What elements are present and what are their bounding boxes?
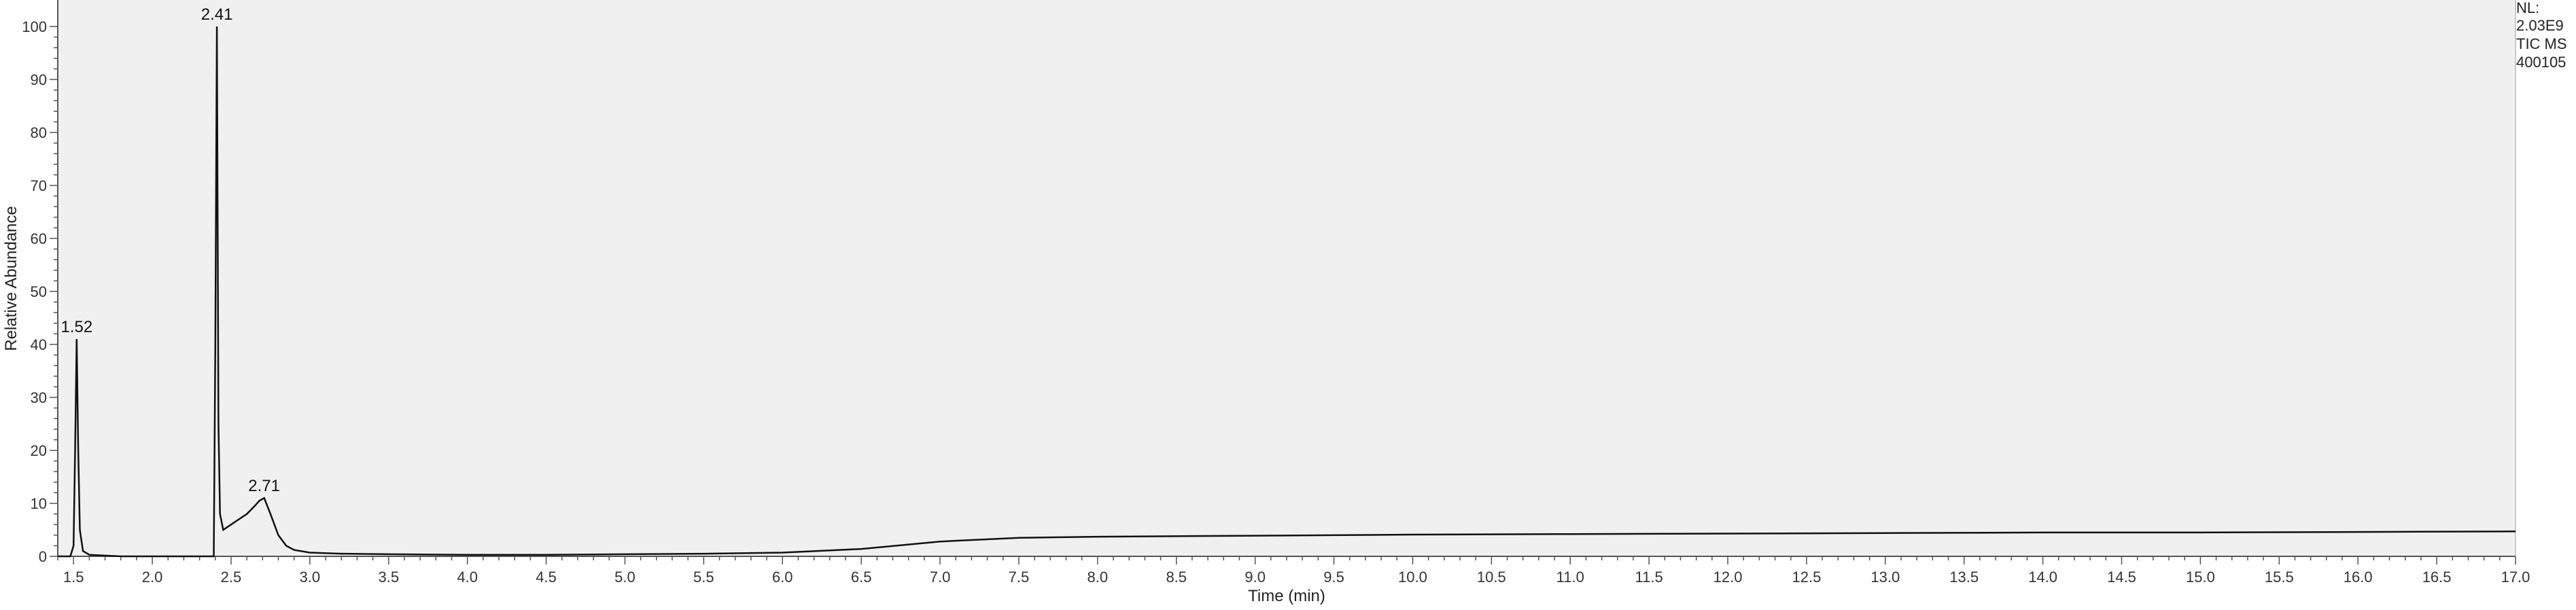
x-axis: 1.5 2.0 2.5 3.0 3.5 4.0 4.5 5.0 5.5 6.0 6.5 7.0 7.5 8…	[57, 556, 2530, 586]
y-tick-label: 40	[31, 336, 47, 353]
peak-label: 2.41	[201, 5, 233, 24]
x-tick-label: 11.0	[1556, 569, 1584, 586]
y-tick-label: 10	[31, 495, 47, 512]
x-tick-label: 13.0	[1870, 569, 1900, 586]
x-tick-label: 9.0	[1245, 569, 1266, 586]
x-tick-label: 7.0	[930, 569, 951, 586]
tic-trace-line	[58, 26, 2516, 558]
x-tick-label: 8.5	[1166, 569, 1187, 586]
y-tick-label: 70	[31, 177, 47, 194]
x-tick-label: 10.0	[1398, 569, 1427, 586]
peak-labels: 1.52 2.41 2.71	[60, 5, 280, 495]
x-tick-label: 4.0	[457, 569, 478, 586]
x-tick-label: 1.5	[63, 569, 84, 586]
info-line-value: 2.03E9	[2516, 17, 2564, 34]
y-axis-title: Relative Abundance	[2, 206, 20, 351]
x-tick-label: 14.5	[2107, 569, 2136, 586]
y-tick-label: 30	[31, 389, 47, 406]
x-tick-label: 17.0	[2501, 569, 2530, 586]
x-tick-label: 3.5	[378, 569, 399, 586]
x-tick-label: 6.0	[772, 569, 793, 586]
x-tick-label: 15.5	[2265, 569, 2294, 586]
x-tick-label: 12.0	[1713, 569, 1743, 586]
y-tick-label: 90	[31, 71, 47, 88]
y-tick-label: 60	[31, 230, 47, 247]
y-axis: 0 10 20 30 40 50 60 70 80 90 100	[22, 0, 58, 565]
x-tick-label: 2.0	[142, 569, 163, 586]
x-tick-label: 13.5	[1949, 569, 1979, 586]
x-tick-label: 10.5	[1477, 569, 1506, 586]
y-tick-label: 50	[31, 283, 47, 300]
x-tick-label: 8.0	[1087, 569, 1109, 586]
info-line-nl: NL:	[2516, 0, 2540, 16]
x-tick-label: 3.0	[300, 569, 321, 586]
x-tick-label: 12.5	[1792, 569, 1822, 586]
peak-label: 2.71	[248, 477, 280, 495]
plot-background	[58, 0, 2516, 556]
x-tick-label: 5.0	[614, 569, 636, 586]
x-tick-label: 5.5	[693, 569, 714, 586]
info-line-id: 400105	[2516, 54, 2566, 71]
info-line-scan: TIC MS	[2516, 35, 2567, 52]
x-tick-label: 9.5	[1323, 569, 1344, 586]
x-tick-label: 4.5	[536, 569, 557, 586]
y-tick-label: 20	[31, 442, 47, 459]
x-tick-label: 14.0	[2028, 569, 2057, 586]
x-tick-label: 2.5	[221, 569, 242, 586]
x-tick-label: 16.5	[2422, 569, 2452, 586]
x-tick-label: 15.0	[2186, 569, 2215, 586]
y-tick-label: 100	[22, 18, 47, 35]
y-tick-label: 80	[31, 124, 47, 141]
x-tick-label: 6.5	[851, 569, 872, 586]
peak-label: 1.52	[60, 318, 92, 336]
x-axis-title: Time (min)	[1248, 587, 1325, 605]
x-tick-label: 11.5	[1635, 569, 1663, 586]
y-tick-label: 0	[39, 548, 47, 565]
x-tick-label: 16.0	[2344, 569, 2373, 586]
x-tick-label: 7.5	[1009, 569, 1030, 586]
